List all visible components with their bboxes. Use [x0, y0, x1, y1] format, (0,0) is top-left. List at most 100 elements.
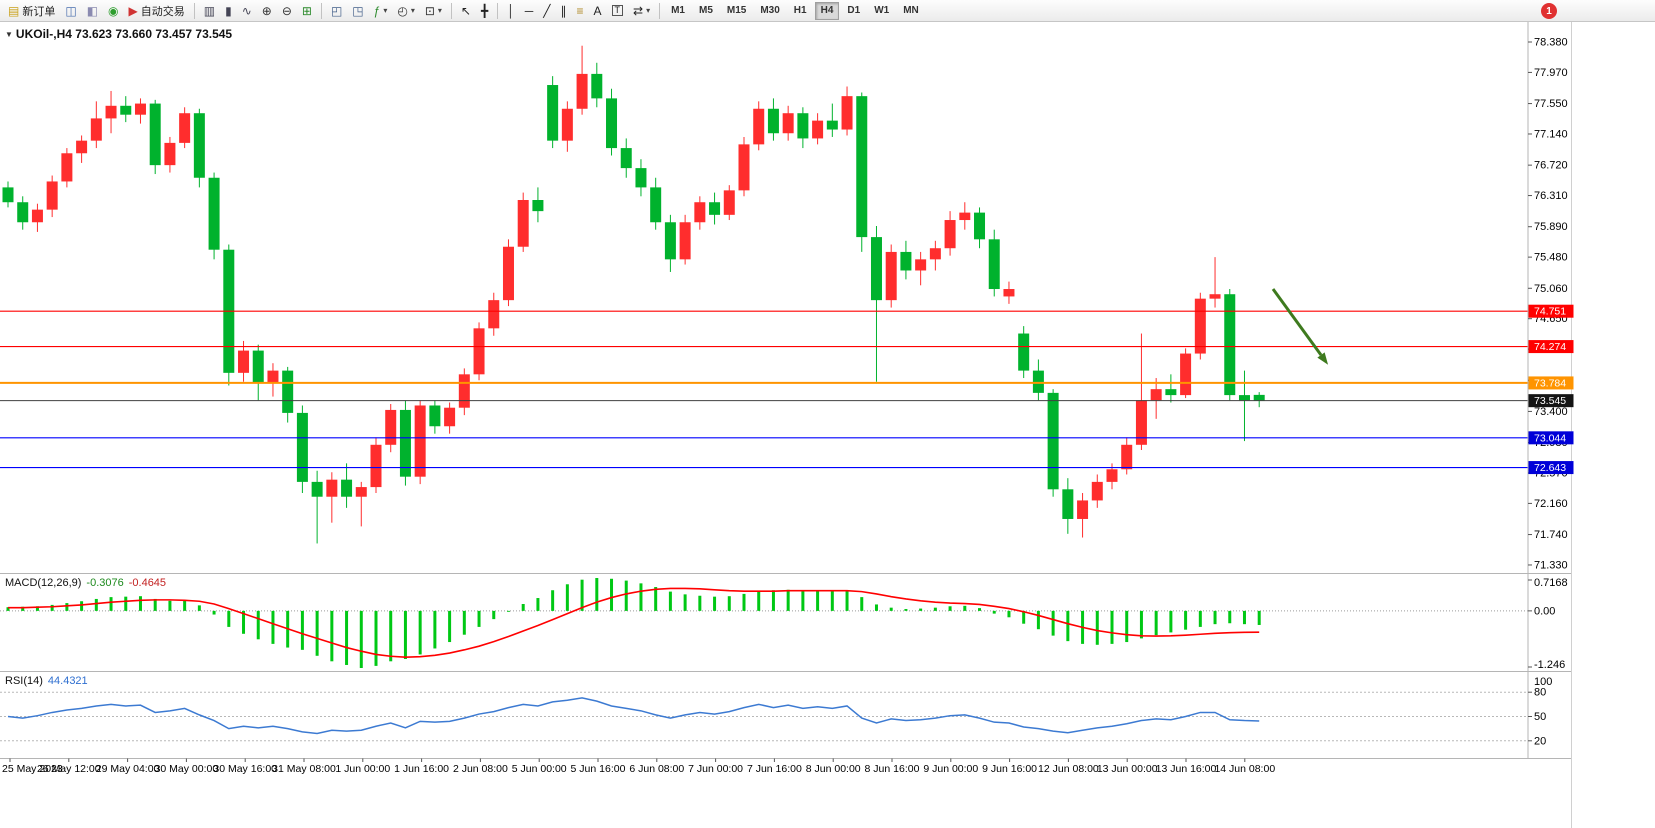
market-watch-button[interactable]: ◉	[103, 1, 123, 21]
price-tick-label: 75.480	[1534, 252, 1568, 264]
horizontal-line-button[interactable]: ─	[520, 1, 539, 21]
price-label-badge	[1528, 340, 1574, 354]
timeframe-mn[interactable]: MN	[897, 2, 925, 20]
candle-body	[473, 328, 485, 375]
cursor-icon: ↖	[460, 3, 471, 18]
trend-arrow	[1271, 288, 1323, 356]
zoom-in-button[interactable]: ⊕	[257, 1, 277, 21]
timeframe-m30[interactable]: M30	[754, 2, 785, 20]
candle-body	[959, 212, 971, 221]
fibonacci-button[interactable]: ≡	[571, 1, 588, 21]
time-label: 14 Jun 08:00	[1214, 763, 1275, 775]
time-label: 5 Jun 16:00	[571, 763, 626, 775]
profiles-button[interactable]: ◧	[82, 1, 103, 21]
price-tick-label: 77.140	[1534, 128, 1568, 140]
candle-body	[650, 187, 662, 223]
new-order-button[interactable]: ▤ 新订单	[3, 1, 60, 21]
timeframe-w1[interactable]: W1	[868, 2, 895, 20]
price-tick-label: 71.740	[1534, 529, 1568, 541]
timeframe-m15[interactable]: M15	[721, 2, 752, 20]
bar-chart-icon: ▥	[203, 3, 216, 18]
vertical-line-button[interactable]: │	[502, 1, 520, 21]
crosshair-button[interactable]: ╋	[476, 1, 493, 21]
period-button[interactable]: ◴ ▾	[392, 1, 420, 21]
line-chart-button[interactable]: ∿	[237, 1, 257, 21]
timeframe-h4[interactable]: H4	[814, 1, 840, 20]
text-icon: A	[593, 3, 602, 18]
channel-icon: ∥	[560, 3, 567, 18]
candlestick-chart-button[interactable]: ▮	[220, 1, 237, 21]
timeframe-m1[interactable]: M1	[665, 2, 691, 20]
cursor-button[interactable]: ↖	[456, 1, 476, 21]
text-label-button[interactable]: T	[607, 1, 629, 21]
candle-body	[870, 237, 882, 301]
bar-chart-button[interactable]: ▥	[199, 1, 220, 21]
caret-down-icon: ▾	[437, 6, 442, 15]
candle-body	[429, 405, 441, 427]
price-tick-label: 75.060	[1534, 283, 1568, 295]
macd-signal-line	[8, 587, 1260, 658]
price-tick-label: 76.720	[1534, 160, 1568, 172]
candle-body	[1224, 294, 1236, 396]
price-tick-label: 75.890	[1534, 221, 1568, 233]
cascade-windows-icon: ◳	[352, 3, 364, 18]
tile-windows-button[interactable]: ◰	[326, 1, 347, 21]
candle-body	[105, 105, 117, 119]
time-label: 13 Jun 00:00	[1097, 763, 1158, 775]
candle-body	[841, 96, 853, 130]
candle-body	[694, 202, 706, 223]
time-label: 12 Jun 08:00	[1038, 763, 1099, 775]
candle-body	[267, 370, 279, 384]
rsi-level-label: 80	[1534, 687, 1546, 699]
timeframe-d1[interactable]: D1	[841, 2, 866, 20]
time-label: 30 May 00:00	[155, 763, 219, 775]
auto-arrange-icon: ⊞	[301, 3, 312, 18]
candle-body	[782, 113, 794, 134]
zoom-out-button[interactable]: ⊖	[277, 1, 297, 21]
vertical-line-icon: │	[507, 3, 515, 18]
templates-button[interactable]: ⊡ ▾	[420, 1, 447, 21]
indicators-icon: ƒ	[373, 3, 381, 18]
indicators-button[interactable]: ƒ ▾	[369, 1, 393, 21]
candle-body	[311, 481, 323, 497]
candle-body	[1003, 289, 1015, 297]
candle-body	[1194, 298, 1206, 354]
time-label: 31 May 08:00	[272, 763, 336, 775]
timeframe-h1[interactable]: H1	[788, 2, 813, 20]
auto-trading-button-label: 自动交易	[140, 5, 185, 18]
candle-body	[502, 246, 514, 301]
candle-body	[929, 248, 941, 260]
candle-body	[767, 108, 779, 134]
toolbar-separator	[497, 2, 499, 19]
crosshair-icon: ╋	[480, 3, 489, 18]
price-label-badge	[1528, 376, 1574, 390]
auto-arrange-button[interactable]: ⊞	[297, 1, 317, 21]
time-label: 9 Jun 00:00	[923, 763, 978, 775]
price-label-text: 72.643	[1534, 462, 1566, 474]
price-tick-label: 78.380	[1534, 37, 1568, 49]
line-chart-icon: ∿	[241, 3, 252, 18]
cascade-windows-button[interactable]: ◳	[347, 1, 368, 21]
charts-window-button[interactable]: ◫	[60, 1, 81, 21]
notification-badge[interactable]: 1	[1541, 3, 1557, 19]
text-button[interactable]: A	[588, 1, 606, 21]
caret-down-icon: ▾	[410, 6, 415, 15]
price-tick-label: 72.160	[1534, 498, 1568, 510]
arrows-button[interactable]: ⇄ ▾	[628, 1, 655, 21]
price-tick-label: 77.970	[1534, 67, 1568, 79]
price-label-text: 74.751	[1534, 306, 1566, 318]
trendline-button[interactable]: ╱	[538, 1, 555, 21]
timeframe-m5[interactable]: M5	[693, 2, 719, 20]
price-label-text: 74.274	[1534, 341, 1566, 353]
rsi-level-label: 50	[1534, 711, 1546, 723]
candle-body	[723, 190, 735, 215]
price-tick-label: 77.550	[1534, 98, 1568, 110]
auto-trading-button[interactable]: ▶ 自动交易	[124, 1, 190, 21]
time-label: 1 Jun 16:00	[394, 763, 449, 775]
time-label: 6 Jun 08:00	[629, 763, 684, 775]
market-watch-icon: ◉	[108, 3, 119, 18]
text-label-icon: T	[611, 5, 623, 16]
trend-arrow-head	[1317, 352, 1329, 365]
channel-button[interactable]: ∥	[555, 1, 571, 21]
